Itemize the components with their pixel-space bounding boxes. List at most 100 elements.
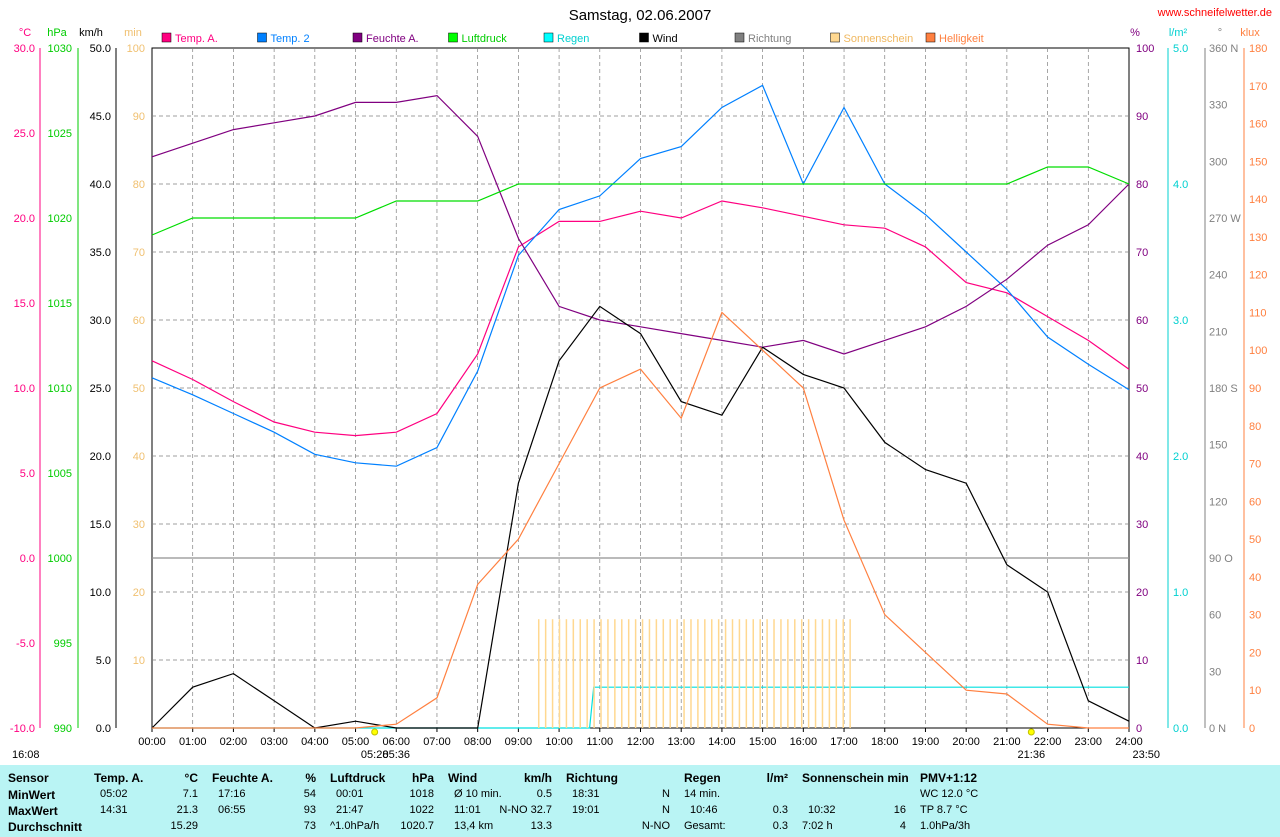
- hum-tick: 80: [1136, 179, 1148, 191]
- lux-tick: 40: [1249, 572, 1261, 584]
- dir-tick: 180 S: [1209, 383, 1238, 395]
- rain-tick: 2.0: [1173, 451, 1188, 463]
- sun-icon: [371, 728, 379, 736]
- sun-tick: 60: [133, 315, 145, 327]
- sun-max-time: 10:32: [808, 804, 836, 816]
- series-regen: [152, 686, 1129, 729]
- time-tick: 10:00: [545, 736, 573, 748]
- wind-avg-value: 13.3: [530, 820, 552, 832]
- series-temp-a: [151, 200, 1130, 437]
- dir-tick: 60: [1209, 610, 1221, 622]
- time-tick: 21:00: [993, 736, 1021, 748]
- lux-tick: 120: [1249, 270, 1267, 282]
- sun-header: Sonnenschein min: [802, 771, 909, 785]
- legend-label: Luftdruck: [462, 33, 508, 45]
- temp-tick: 30.0: [14, 43, 35, 55]
- hum-avg-value: 73: [303, 820, 316, 832]
- sun-tick: 10: [133, 655, 145, 667]
- legend-swatch: [257, 32, 267, 43]
- lux-tick: 160: [1249, 119, 1267, 131]
- sun-tick: 80: [133, 179, 145, 191]
- time-tick: 08:00: [464, 736, 492, 748]
- dir-tick: 120: [1209, 496, 1227, 508]
- series-feuchte-a: [151, 94, 1130, 355]
- time-tick: 07:00: [423, 736, 451, 748]
- press-unit: hPa: [411, 771, 434, 785]
- hum-header: Feuchte A.: [212, 771, 273, 785]
- moonrise-label: 16:08: [12, 749, 40, 761]
- hum-tick: 10: [1136, 655, 1148, 667]
- time-tick: 01:00: [179, 736, 207, 748]
- time-tick: 15:00: [749, 736, 777, 748]
- temp-header: Temp. A.: [94, 771, 144, 785]
- series-luftdruck: [151, 166, 1130, 236]
- site-url[interactable]: www.schneifelwetter.de: [1157, 7, 1272, 19]
- rain-max-time: 10:46: [690, 804, 718, 816]
- press-max-time: 21:47: [336, 804, 364, 816]
- time-tick: 17:00: [830, 736, 858, 748]
- hum-axis-unit: %: [1130, 27, 1140, 39]
- press-max-value: 1022: [409, 804, 434, 816]
- wind-tick: 15.0: [90, 519, 111, 531]
- wind-tick: 40.0: [90, 179, 111, 191]
- dir-tick: 270 W: [1209, 213, 1241, 225]
- lux-tick: 60: [1249, 496, 1261, 508]
- press-tick: 990: [54, 723, 72, 735]
- temp-tick: -10.0: [10, 723, 35, 735]
- rain-duration: 14 min.: [684, 788, 721, 800]
- hum-tick: 90: [1136, 111, 1148, 123]
- time-tick: 11:00: [586, 736, 613, 748]
- temp-min-time: 05:02: [100, 788, 128, 800]
- time-tick: 19:00: [912, 736, 940, 748]
- rain-tick: 5.0: [1173, 43, 1188, 55]
- pmv-header: PMV+1:12: [920, 771, 978, 785]
- temp-avg-value: 15.29: [170, 820, 198, 832]
- sun-axis-unit: min: [124, 27, 142, 39]
- sun-icon: [1027, 728, 1035, 736]
- hum-tick: 30: [1136, 519, 1148, 531]
- press-min-value: 1018: [409, 788, 434, 800]
- axes: °C hPa km/h min 30.0 25.0 20.0 15.0 10.0 5.0 0.0 -5…: [10, 27, 1267, 748]
- temp-max-value: 21.3: [176, 804, 198, 816]
- sun-tick: 50: [133, 383, 145, 395]
- hum-max-value: 93: [303, 804, 316, 816]
- legend-label: Temp. A.: [175, 33, 218, 45]
- temp-tick: -5.0: [16, 638, 35, 650]
- time-tick: 20:00: [952, 736, 980, 748]
- hum-tick: 0: [1136, 723, 1142, 735]
- temp-min-value: 7.1: [182, 788, 198, 800]
- press-tick: 995: [54, 638, 72, 650]
- hum-tick: 20: [1136, 587, 1148, 599]
- wind-axis-unit: km/h: [79, 27, 103, 39]
- temp-max-time: 14:31: [100, 804, 128, 816]
- wind-unit: km/h: [523, 771, 552, 785]
- legend-swatch: [543, 32, 554, 43]
- rain-total-label: Gesamt:: [684, 820, 726, 832]
- time-tick: 14:00: [708, 736, 736, 748]
- pmv-pressure-trend: 1.0hPa/3h: [920, 820, 971, 832]
- rain-unit: l/m²: [766, 771, 788, 785]
- hum-tick: 100: [1136, 43, 1154, 55]
- time-tick: 02:00: [220, 736, 248, 748]
- press-trend: ^1.0hPa/h: [330, 820, 380, 832]
- lux-tick: 10: [1249, 685, 1261, 697]
- wind-tick: 10.0: [90, 587, 111, 599]
- sensor-header: Sensor: [8, 771, 49, 785]
- dir-min-time: 18:31: [572, 788, 600, 800]
- time-tick: 24:00: [1115, 736, 1143, 748]
- temp-unit: °C: [184, 771, 198, 785]
- time-tick: 00:00: [138, 736, 166, 748]
- temp-tick: 10.0: [14, 383, 35, 395]
- weather-chart: Samstag, 02.06.2007 www.schneifelwetter.…: [10, 7, 1272, 761]
- sun-tick: 30: [133, 519, 145, 531]
- legend: Temp. A. Temp. 2 Feuchte A. Luftdruck Regen W…: [161, 32, 984, 45]
- press-axis-unit: hPa: [47, 27, 67, 39]
- sun-tick: 90: [133, 111, 145, 123]
- rain-tick: 1.0: [1173, 587, 1188, 599]
- time-tick: 05:00: [342, 736, 370, 748]
- wind-tick: 35.0: [90, 247, 111, 259]
- press-tick: 1020: [48, 213, 72, 225]
- legend-swatch: [448, 32, 458, 43]
- legend-swatch: [830, 32, 840, 43]
- sun-tick: 20: [133, 587, 145, 599]
